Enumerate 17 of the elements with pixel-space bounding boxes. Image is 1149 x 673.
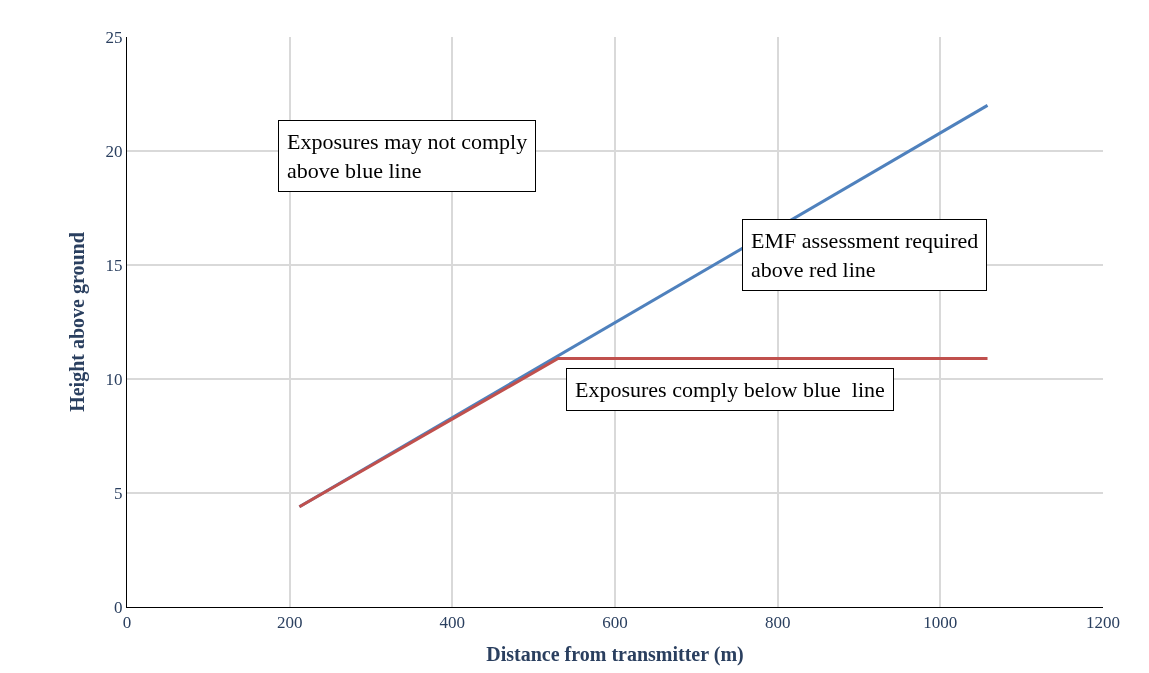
y-tick-label: 25	[105, 27, 123, 47]
x-tick-label: 600	[602, 613, 628, 633]
annotation: EMF assessment required above red line	[751, 228, 979, 282]
y-axis-title: Height above ground	[66, 232, 90, 412]
x-tick-label: 1000	[923, 613, 958, 633]
x-tick-label: 200	[276, 613, 303, 633]
annotation: Exposures comply below blue line	[575, 377, 885, 402]
y-tick-label: 5	[114, 483, 123, 503]
y-tick-label: 15	[105, 255, 123, 275]
x-tick-label: 400	[439, 613, 466, 633]
y-tick-label: 10	[105, 369, 123, 389]
x-axis-title: Distance from transmitter (m)	[486, 642, 744, 666]
y-tick-label: 0	[114, 597, 123, 617]
x-tick-label: 1200	[1086, 613, 1120, 633]
x-tick-label: 800	[764, 613, 791, 633]
annotation: Exposures may not comply above blue line	[287, 129, 528, 183]
y-tick-label: 20	[105, 141, 123, 161]
